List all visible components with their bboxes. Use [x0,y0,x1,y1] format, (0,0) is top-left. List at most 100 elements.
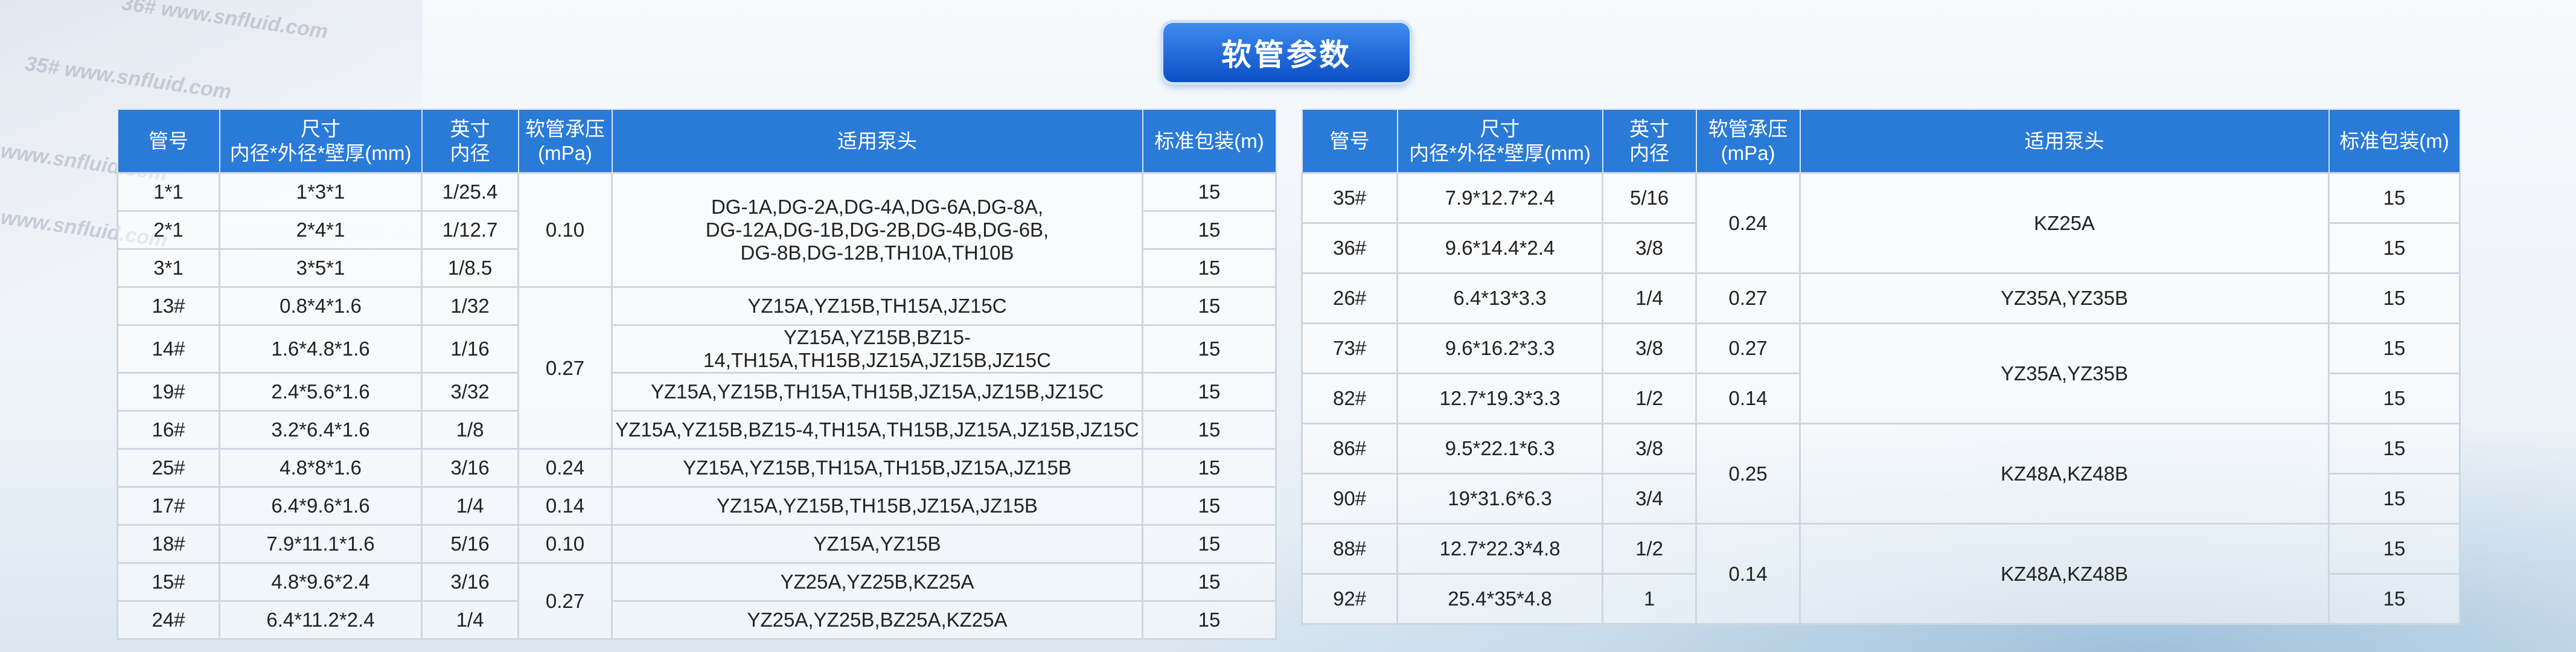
tube-no-cell: 35# [1301,172,1398,224]
pump-cell: YZ15A,YZ15B,TH15A,JZ15C [611,286,1143,326]
size-cell: 6.4*9.6*1.6 [219,486,423,526]
tube-no-cell: 2*1 [117,210,220,250]
tube-no-cell: 3*1 [117,248,220,288]
table-row: 25# 4.8*8*1.6 3/16 0.24 YZ15A,YZ15B,TH15A,TH… [117,448,1277,488]
pressure-cell: 0.27 [517,562,613,640]
header-tube-no: 管号 [1301,109,1398,174]
pressure-cell: 0.10 [517,172,613,288]
pump-cell: KZ25A [1799,172,2330,274]
package-cell: 15 [2328,322,2461,374]
inch-cell: 1/16 [421,324,519,374]
inch-cell: 1/8.5 [421,248,519,288]
size-cell: 6.4*11.2*2.4 [219,600,423,640]
package-cell: 15 [2328,573,2461,625]
size-cell: 3*5*1 [219,248,423,288]
pump-cell: YZ35A,YZ35B [1799,272,2330,324]
header-tube-no: 管号 [117,109,220,174]
tube-no-cell: 92# [1301,573,1398,625]
table-row: 19# 2.4*5.6*1.6 3/32 YZ15A,YZ15B,TH15A,TH15… [117,372,1277,412]
table-row: 18# 7.9*11.1*1.6 5/16 0.10 YZ15A,YZ15B 15 [117,524,1277,564]
pump-cell: DG-1A,DG-2A,DG-4A,DG-6A,DG-8A, DG-12A,DG-… [611,172,1143,288]
table-row: 92# 25.4*35*4.8 1 15 [1301,573,2461,625]
inch-cell: 5/16 [421,524,519,564]
table-row: 1*1 1*3*1 1/25.4 0.10 DG-1A,DG-2A,DG-4A,DG-6… [117,172,1277,288]
tube-no-cell: 15# [117,562,220,602]
table-header-row: 管号 尺寸 内径*外径*壁厚(mm) 英寸 内径 软管承压 (mPa) 适用泵头 标准包装(m) [1301,109,2461,174]
pressure-cell: 0.27 [517,286,613,450]
size-cell: 25.4*35*4.8 [1396,573,1603,625]
table-row: 15# 4.8*9.6*2.4 3/16 0.27 YZ25A,YZ25B,KZ25A 1… [117,562,1277,640]
tube-no-cell: 26# [1301,272,1398,324]
tube-no-cell: 90# [1301,473,1398,525]
tube-no-cell: 36# [1301,222,1398,274]
table-row: 35# 7.9*12.7*2.4 5/16 0.24 KZ25A 15 [1301,172,2461,274]
hose-parameters-table-left: 管号 尺寸 内径*外径*壁厚(mm) 英寸 内径 软管承压 (mPa) 适用泵头 标准包装(m)… [117,109,1277,640]
header-size: 尺寸 内径*外径*壁厚(mm) [219,109,423,174]
package-cell: 15 [1142,410,1277,450]
pressure-cell: 0.27 [1695,272,1801,324]
inch-cell: 1/25.4 [421,172,519,212]
header-pump: 适用泵头 [611,109,1143,174]
pressure-cell: 0.24 [517,448,613,488]
tube-no-cell: 16# [117,410,220,450]
header-package: 标准包装(m) [2328,109,2461,174]
size-cell: 9.6*14.4*2.4 [1396,222,1603,274]
table-row: 3*1 3*5*1 1/8.5 15 [117,248,1277,288]
inch-cell: 3/16 [421,448,519,488]
table-row: 14# 1.6*4.8*1.6 1/16 YZ15A,YZ15B,BZ15-14,TH… [117,324,1277,374]
pump-cell: YZ15A,YZ15B,TH15A,TH15B,JZ15A,JZ15B,JZ15… [611,372,1143,412]
header-pressure: 软管承压 (mPa) [517,109,613,174]
size-cell: 0.8*4*1.6 [219,286,423,326]
pump-cell: YZ15A,YZ15B [611,524,1143,564]
inch-cell: 3/8 [1602,423,1697,475]
tube-no-cell: 25# [117,448,220,488]
tube-no-cell: 24# [117,600,220,640]
tube-no-cell: 18# [117,524,220,564]
size-cell: 19*31.6*6.3 [1396,473,1603,525]
pump-cell: KZ48A,KZ48B [1799,523,2330,625]
pressure-cell: 0.25 [1695,423,1801,525]
package-cell: 15 [1142,172,1277,212]
size-cell: 1.6*4.8*1.6 [219,324,423,374]
inch-cell: 5/16 [1602,172,1697,224]
header-size: 尺寸 内径*外径*壁厚(mm) [1396,109,1603,174]
pressure-cell: 0.14 [1695,523,1801,625]
pump-cell: YZ15A,YZ15B,BZ15-14,TH15A,TH15B,JZ15A,JZ… [611,324,1143,374]
table-row: 2*1 2*4*1 1/12.7 15 [117,210,1277,250]
package-cell: 15 [2328,172,2461,224]
size-cell: 2.4*5.6*1.6 [219,372,423,412]
package-cell: 15 [2328,222,2461,274]
package-cell: 15 [2328,423,2461,475]
package-cell: 15 [2328,372,2461,424]
package-cell: 15 [1142,286,1277,326]
header-pump: 适用泵头 [1799,109,2330,174]
tube-no-cell: 86# [1301,423,1398,475]
size-cell: 9.6*16.2*3.3 [1396,322,1603,374]
pump-cell: YZ15A,YZ15B,BZ15-4,TH15A,TH15B,JZ15A,JZ1… [611,410,1143,450]
inch-cell: 3/32 [421,372,519,412]
table-row: 16# 3.2*6.4*1.6 1/8 YZ15A,YZ15B,BZ15-4,TH15… [117,410,1277,450]
inch-cell: 1 [1602,573,1697,625]
size-cell: 7.9*12.7*2.4 [1396,172,1603,224]
table-row: 13# 0.8*4*1.6 1/32 0.27 YZ15A,YZ15B,TH15A,JZ… [117,286,1277,450]
inch-cell: 1/4 [421,486,519,526]
inch-cell: 3/4 [1602,473,1697,525]
inch-cell: 3/16 [421,562,519,602]
package-cell: 15 [2328,523,2461,575]
title-banner: 软管参数 [1163,23,1410,82]
inch-cell: 1/32 [421,286,519,326]
package-cell: 15 [1142,562,1277,602]
table-row: 88# 12.7*22.3*4.8 1/2 0.14 KZ48A,KZ48B 15 [1301,523,2461,625]
inch-cell: 1/2 [1602,523,1697,575]
package-cell: 15 [1142,448,1277,488]
pressure-cell: 0.27 [1695,322,1801,374]
size-cell: 4.8*8*1.6 [219,448,423,488]
package-cell: 15 [1142,248,1277,288]
table-row: 73# 9.6*16.2*3.3 3/8 0.27 YZ35A,YZ35B 15 [1301,322,2461,424]
tube-no-cell: 73# [1301,322,1398,374]
package-cell: 15 [1142,210,1277,250]
package-cell: 15 [2328,473,2461,525]
pressure-cell: 0.14 [517,486,613,526]
table-row: 86# 9.5*22.1*6.3 3/8 0.25 KZ48A,KZ48B 15 [1301,423,2461,525]
table-row: 26# 6.4*13*3.3 1/4 0.27 YZ35A,YZ35B 15 [1301,272,2461,324]
